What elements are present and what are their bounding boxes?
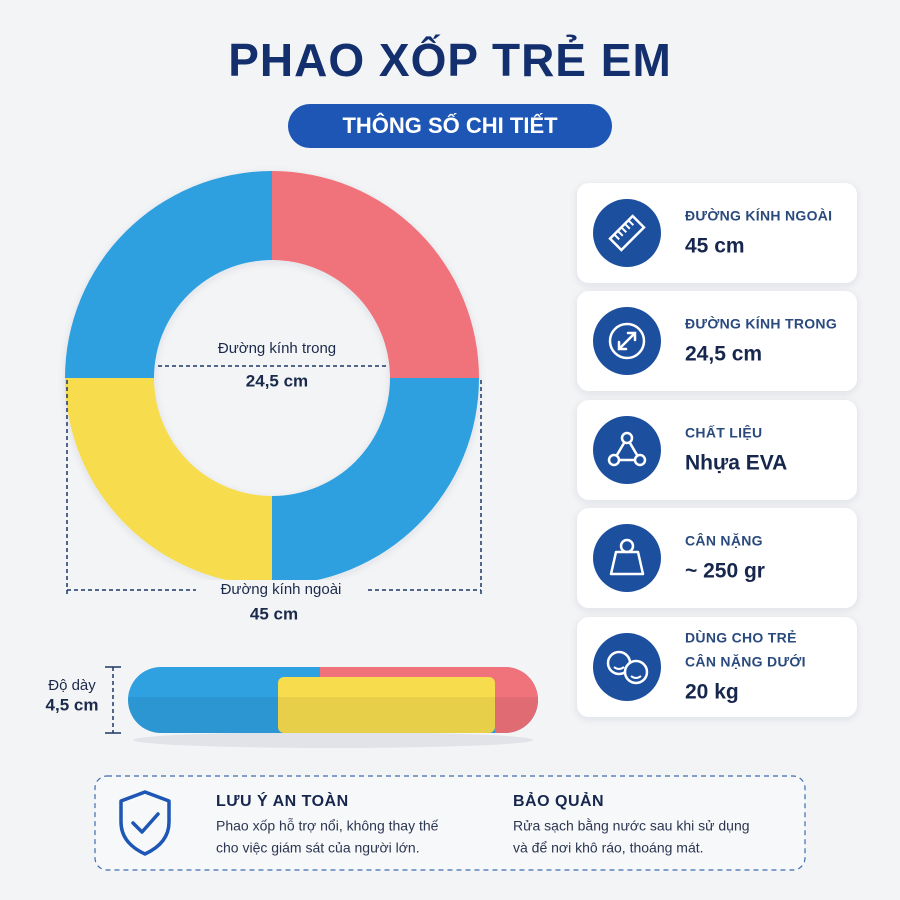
side-segment [278, 677, 495, 733]
ring-side-view [128, 667, 538, 733]
spec-card: ĐƯỜNG KÍNH TRONG 24,5 cm [577, 291, 857, 391]
icon-part [617, 331, 637, 351]
icon-part [608, 214, 646, 252]
outer-label: Đường kính ngoài [221, 581, 342, 598]
icon-circle [593, 416, 661, 484]
shield-icon [119, 790, 171, 856]
spec-value: 45 cm [685, 235, 745, 258]
inner-value: 24,5 cm [246, 371, 308, 390]
ring-segment [272, 171, 479, 378]
ring-segment [65, 378, 272, 585]
icon-part [623, 659, 649, 685]
shadow [133, 732, 533, 748]
safety-line: cho việc giám sát của người lớn. [216, 840, 420, 856]
thickness-marker [105, 666, 121, 734]
notes-box [94, 775, 806, 871]
care-title: BẢO QUẢN [513, 791, 604, 810]
icon-part [620, 431, 634, 445]
icon-circle [593, 199, 661, 267]
icon-circle [593, 524, 661, 592]
spec-card: CÂN NẶNG ~ 250 gr [577, 508, 857, 608]
outer-value: 45 cm [250, 604, 298, 623]
spec-label: CHẤT LIỆU [685, 424, 762, 441]
icon-part [624, 223, 631, 230]
spec-card: CHẤT LIỆU Nhựa EVA [577, 400, 857, 500]
icon-part [620, 226, 627, 233]
spec-label: DÙNG CHO TRẺ [685, 629, 797, 646]
icon-part [633, 453, 647, 467]
spec-value: ~ 250 gr [685, 560, 765, 583]
icon-part [627, 219, 635, 226]
thickness-value: 4,5 cm [46, 695, 99, 714]
spec-cards: ĐƯỜNG KÍNH NGOÀI 45 cm ĐƯỜNG KÍNH TRONG 24,… [577, 183, 857, 717]
subtitle: THÔNG SỐ CHI TIẾT [342, 112, 558, 138]
safety-line: Phao xốp hỗ trợ nổi, không thay thế [216, 818, 439, 834]
spec-icon [609, 538, 645, 576]
spec-icon [608, 214, 646, 252]
spec-icon [608, 322, 646, 360]
inner-label: Đường kính trong [218, 340, 336, 357]
spec-value: 24,5 cm [685, 343, 762, 366]
spec-icon [606, 650, 649, 685]
spec-label: ĐƯỜNG KÍNH TRONG [685, 315, 837, 332]
spec-card: DÙNG CHO TRẺ CÂN NẶNG DƯỚI 20 kg [577, 617, 857, 717]
ring-segment [65, 171, 272, 378]
spec-icon [607, 431, 647, 467]
spec-label: ĐƯỜNG KÍNH NGOÀI [685, 207, 832, 224]
spec-value: Nhựa EVA [685, 452, 787, 475]
ring-segment [272, 378, 479, 585]
safety-title: LƯU Ý AN TOÀN [216, 791, 349, 810]
icon-part [608, 322, 646, 360]
care-line: và để nơi khô ráo, thoáng mát. [513, 840, 704, 856]
side-shade [128, 697, 538, 733]
icon-part [613, 666, 642, 679]
icon-part [619, 538, 635, 554]
subtitle-pill [288, 104, 612, 148]
thickness-label: Độ dày [48, 677, 96, 694]
care-line: Rửa sạch bằng nước sau khi sử dụng [513, 818, 750, 834]
spec-value: 20 kg [685, 681, 739, 704]
spec-card: ĐƯỜNG KÍNH NGOÀI 45 cm [577, 183, 857, 283]
icon-part [613, 233, 620, 241]
spec-label: CÂN NẶNG [685, 532, 763, 549]
icon-part [611, 435, 643, 462]
icon-part [617, 230, 624, 237]
title: PHAO XỐP TRẺ EM [228, 34, 672, 86]
spec-label: CÂN NẶNG DƯỚI [685, 653, 806, 670]
ring-top-view [65, 171, 479, 585]
icon-part [607, 453, 621, 467]
label-bg [196, 580, 366, 600]
